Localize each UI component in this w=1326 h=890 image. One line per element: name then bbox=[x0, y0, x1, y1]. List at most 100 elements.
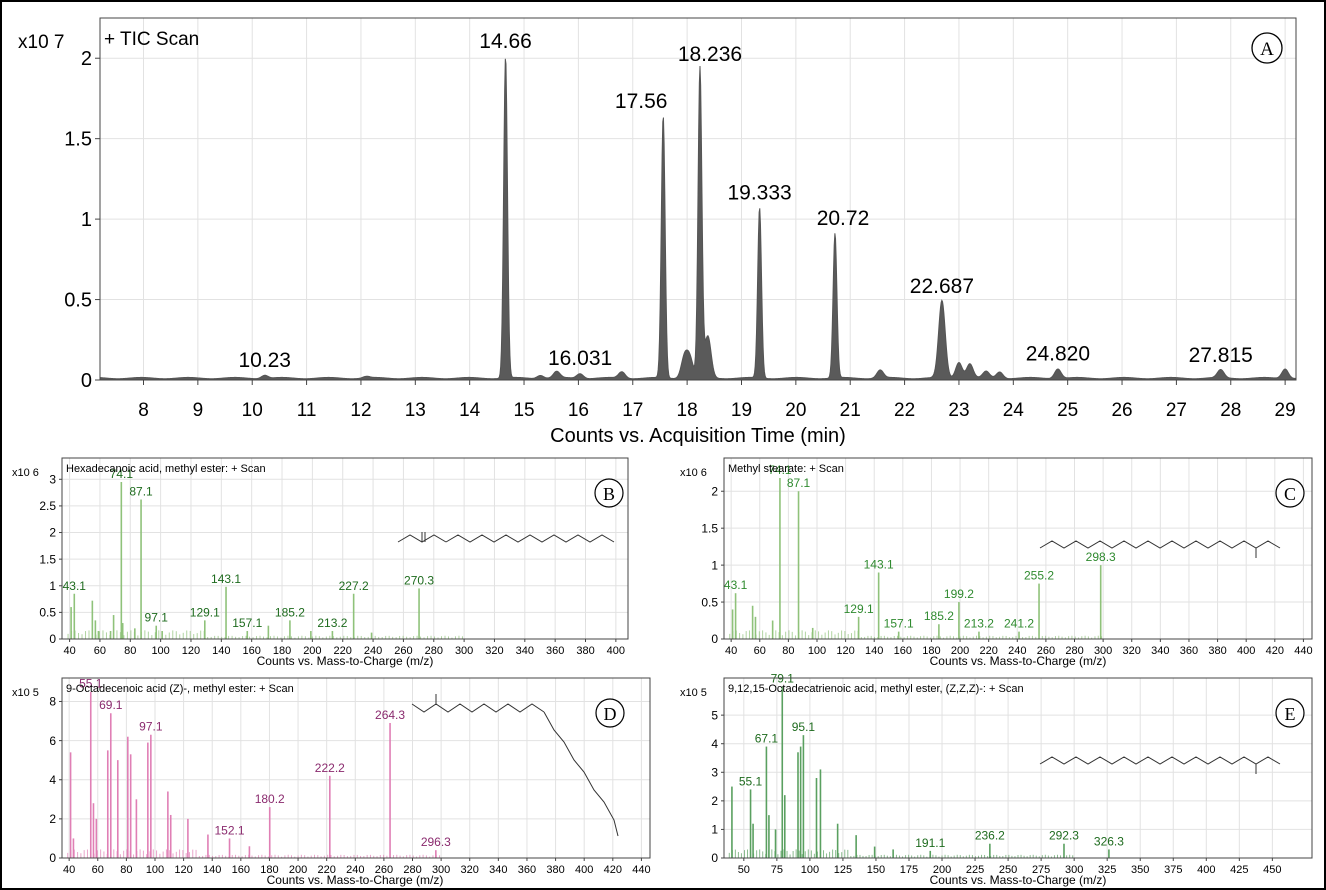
panel-a: 10.2314.6616.03117.5618.23619.33320.7222… bbox=[18, 17, 1297, 447]
panel-b-structure bbox=[397, 532, 615, 543]
peak-label: 19.333 bbox=[727, 181, 791, 204]
peak-label: 20.72 bbox=[817, 207, 870, 230]
x-tick-label: 280 bbox=[403, 864, 421, 876]
x-tick-label: 140 bbox=[203, 864, 221, 876]
y-tick-label: 2.5 bbox=[39, 499, 56, 513]
panel-e-id-badge: E bbox=[1275, 698, 1305, 728]
x-tick-label: 120 bbox=[174, 864, 192, 876]
y-tick-label: 0 bbox=[81, 370, 92, 392]
x-tick-label: 20 bbox=[785, 400, 806, 421]
panel-d-series bbox=[67, 691, 441, 858]
y-tick-label: 0 bbox=[711, 632, 718, 646]
y-tick-label: 0.5 bbox=[701, 595, 718, 609]
x-tick-label: 40 bbox=[725, 645, 737, 657]
x-tick-label: 220 bbox=[979, 645, 997, 657]
panel-b-title: Hexadecanoic acid, methyl ester: + Scan bbox=[66, 463, 266, 475]
x-tick-label: 260 bbox=[1037, 645, 1055, 657]
peak-label: 17.56 bbox=[615, 90, 668, 113]
x-tick-label: 400 bbox=[1197, 864, 1215, 876]
panel-b-id-badge: B bbox=[594, 478, 624, 508]
panel-e-frame bbox=[723, 677, 1313, 859]
y-tick-label: 3 bbox=[49, 472, 56, 486]
panel-d-peak-labels: 55.1 69.1 97.1 152.1 180.2 222.2 264.3 296.3 bbox=[79, 677, 451, 849]
panel-b-frame bbox=[61, 457, 629, 640]
x-tick-label: 150 bbox=[867, 864, 885, 876]
x-tick-label: 160 bbox=[232, 864, 250, 876]
y-tick-label: 1 bbox=[81, 209, 92, 231]
peak-label: 24.820 bbox=[1026, 342, 1090, 365]
panel-e-series bbox=[728, 686, 1110, 858]
panel-d-frame bbox=[61, 677, 651, 859]
y-tick-label: 1 bbox=[711, 823, 718, 837]
x-tick-label: 29 bbox=[1275, 400, 1296, 421]
panel-c-title: Methyl stearate: + Scan bbox=[728, 463, 844, 475]
x-tick-label: 240 bbox=[346, 864, 364, 876]
peak-label: 10.23 bbox=[238, 349, 291, 372]
x-tick-label: 340 bbox=[489, 864, 507, 876]
y-tick-label: 0.5 bbox=[64, 290, 92, 312]
y-tick-label: 0.5 bbox=[39, 606, 56, 620]
peak-label: 22.687 bbox=[910, 275, 974, 298]
panel-a-xlabel: Counts vs. Acquisition Time (min) bbox=[550, 425, 846, 447]
peak-label: 79.1 bbox=[771, 672, 795, 686]
y-tick-label: 2 bbox=[49, 812, 56, 826]
x-tick-label: 100 bbox=[151, 645, 169, 657]
peak-label: 264.3 bbox=[375, 708, 405, 722]
x-tick-label: 27 bbox=[1166, 400, 1187, 421]
y-tick-label: 6 bbox=[49, 734, 56, 748]
x-tick-label: 60 bbox=[92, 864, 104, 876]
y-tick-label: 2 bbox=[711, 484, 718, 498]
x-tick-label: 160 bbox=[242, 645, 260, 657]
peak-label: 55.1 bbox=[79, 677, 103, 691]
y-tick-label: 1 bbox=[49, 579, 56, 593]
x-tick-label: 80 bbox=[120, 864, 132, 876]
peak-label: 157.1 bbox=[232, 616, 262, 630]
y-tick-label: 4 bbox=[49, 773, 56, 787]
peak-label: 199.2 bbox=[944, 587, 974, 601]
x-tick-label: 260 bbox=[394, 645, 412, 657]
peak-label: 296.3 bbox=[421, 835, 451, 849]
peak-label: 18.236 bbox=[678, 43, 742, 66]
x-tick-label: 60 bbox=[94, 645, 106, 657]
x-tick-label: 9 bbox=[193, 400, 204, 421]
x-tick-label: 11 bbox=[297, 400, 317, 421]
panel-c-multiplier: x10 6 bbox=[680, 467, 707, 479]
panel-c-xlabel: Counts vs. Mass-to-Charge (m/z) bbox=[930, 654, 1107, 668]
x-tick-label: 450 bbox=[1263, 864, 1281, 876]
y-tick-label: 5 bbox=[711, 708, 718, 722]
x-tick-label: 350 bbox=[1131, 864, 1149, 876]
panel-c-id: C bbox=[1284, 484, 1296, 504]
y-tick-label: 3 bbox=[711, 765, 718, 779]
x-tick-label: 380 bbox=[1208, 645, 1226, 657]
peak-label: 74.1 bbox=[110, 467, 134, 481]
panel-a-title: + TIC Scan bbox=[104, 29, 199, 50]
x-tick-label: 180 bbox=[273, 645, 291, 657]
y-tick-label: 0 bbox=[49, 632, 56, 646]
x-tick-label: 340 bbox=[1151, 645, 1169, 657]
peak-label: 185.2 bbox=[275, 605, 305, 619]
panel-e-grid bbox=[724, 678, 1312, 859]
x-tick-label: 380 bbox=[576, 645, 594, 657]
peak-label: 43.1 bbox=[724, 578, 748, 592]
panel-b-id: B bbox=[603, 484, 615, 504]
peak-label: 270.3 bbox=[404, 573, 434, 587]
x-tick-label: 280 bbox=[425, 645, 443, 657]
y-tick-label: 2 bbox=[711, 794, 718, 808]
panel-e-id: E bbox=[1285, 704, 1296, 724]
x-tick-label: 425 bbox=[1230, 864, 1248, 876]
x-tick-label: 24 bbox=[1003, 400, 1025, 421]
x-tick-label: 200 bbox=[303, 645, 321, 657]
x-tick-label: 220 bbox=[317, 864, 335, 876]
x-tick-label: 180 bbox=[260, 864, 278, 876]
x-tick-label: 375 bbox=[1164, 864, 1182, 876]
y-tick-label: 8 bbox=[49, 695, 56, 709]
x-tick-label: 325 bbox=[1098, 864, 1116, 876]
x-tick-label: 260 bbox=[375, 864, 393, 876]
panel-d-id: D bbox=[604, 704, 617, 724]
panel-a-multiplier: x10 7 bbox=[18, 32, 64, 53]
peak-label: 69.1 bbox=[99, 698, 123, 712]
x-tick-label: 75 bbox=[771, 864, 783, 876]
x-tick-label: 12 bbox=[350, 400, 371, 421]
